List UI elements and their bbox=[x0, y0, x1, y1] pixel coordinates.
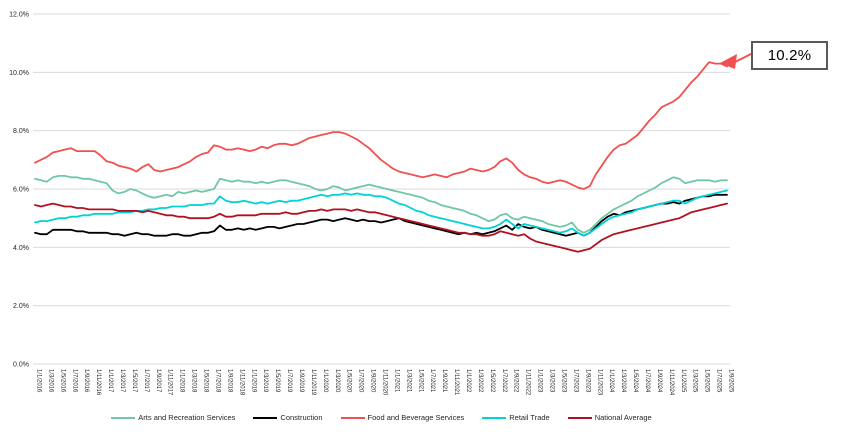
annotation-arrow-line bbox=[734, 52, 754, 63]
legend-label: Food and Beverage Services bbox=[367, 413, 465, 422]
x-axis-tick-label: 1/7/2017 bbox=[143, 369, 149, 393]
y-axis-tick-label: 2.0% bbox=[13, 303, 29, 310]
legend-item-national-average: National Average bbox=[567, 413, 652, 422]
x-axis-tick-label: 1/7/2019 bbox=[286, 369, 292, 393]
x-axis-tick-label: 1/11/2019 bbox=[310, 369, 316, 396]
x-axis-tick-label: 1/11/2017 bbox=[167, 369, 173, 396]
series-line-construction bbox=[34, 193, 728, 237]
y-axis-tick-label: 10.0% bbox=[9, 70, 29, 77]
x-axis-tick-label: 1/11/2024 bbox=[668, 369, 674, 396]
x-axis-tick-label: 1/9/2021 bbox=[441, 369, 447, 393]
legend-swatch-icon bbox=[567, 416, 592, 419]
x-axis-tick-label: 1/9/2020 bbox=[370, 369, 376, 393]
x-axis-tick-label: 1/7/2021 bbox=[429, 369, 435, 393]
chart-legend: Arts and Recreation Services Construction… bbox=[33, 413, 730, 422]
x-axis-tick-label: 1/5/2024 bbox=[632, 369, 638, 393]
x-axis-tick-label: 1/3/2022 bbox=[477, 369, 483, 393]
x-axis-tick-label: 1/5/2022 bbox=[489, 369, 495, 393]
legend-swatch-icon bbox=[253, 416, 278, 419]
x-axis-tick-label: 1/3/2017 bbox=[119, 369, 125, 393]
y-axis-tick-label: 6.0% bbox=[13, 187, 29, 194]
x-axis-tick-label: 1/3/2019 bbox=[262, 369, 268, 393]
legend-label: Arts and Recreation Services bbox=[138, 413, 236, 422]
x-axis-tick-label: 1/3/2021 bbox=[405, 369, 411, 393]
x-axis-tick-label: 1/3/2023 bbox=[549, 369, 555, 393]
x-axis-tick-label: 1/9/2016 bbox=[83, 369, 89, 393]
x-axis-tick-label: 1/5/2016 bbox=[59, 369, 65, 393]
x-axis-tick-label: 1/9/2017 bbox=[155, 369, 161, 393]
annotation-box: 10.2% bbox=[751, 41, 828, 70]
x-axis-tick-label: 1/7/2018 bbox=[214, 369, 220, 393]
x-axis-tick-label: 1/11/2016 bbox=[95, 369, 101, 396]
x-axis-tick-label: 1/5/2017 bbox=[131, 369, 137, 393]
x-axis-tick-label: 1/7/2025 bbox=[716, 369, 722, 393]
x-axis-tick-label: 1/9/2023 bbox=[584, 369, 590, 393]
x-axis-tick-label: 1/5/2019 bbox=[274, 369, 280, 393]
x-axis-tick-label: 1/5/2018 bbox=[203, 369, 209, 393]
y-axis-tick-label: 0.0% bbox=[13, 362, 29, 369]
x-axis-tick-label: 1/3/2020 bbox=[334, 369, 340, 393]
x-axis-tick-label: 1/9/2024 bbox=[656, 369, 662, 393]
x-axis-tick-label: 1/11/2023 bbox=[596, 369, 602, 396]
x-axis-tick-label: 1/3/2016 bbox=[47, 369, 53, 393]
x-axis-tick-label: 1/9/2019 bbox=[298, 369, 304, 393]
x-axis-tick-label: 1/5/2023 bbox=[560, 369, 566, 393]
x-axis-tick-label: 1/1/2024 bbox=[608, 369, 614, 393]
x-axis-tick-label: 1/1/2023 bbox=[537, 369, 543, 393]
series-line-food-and-beverage-services bbox=[34, 61, 728, 190]
x-axis-tick-label: 1/9/2018 bbox=[226, 369, 232, 393]
x-axis-tick-label: 1/1/2016 bbox=[36, 369, 42, 393]
x-axis-tick-label: 1/5/2021 bbox=[417, 369, 423, 393]
x-axis-tick-label: 1/5/2020 bbox=[346, 369, 352, 393]
y-axis-tick-label: 8.0% bbox=[13, 128, 29, 135]
x-axis-tick-label: 1/7/2022 bbox=[501, 369, 507, 393]
series-line-national-average bbox=[34, 202, 728, 253]
legend-swatch-icon bbox=[482, 416, 507, 419]
x-axis-tick-label: 1/11/2021 bbox=[453, 369, 459, 396]
x-axis-tick-label: 1/5/2025 bbox=[704, 369, 710, 393]
annotation-text: 10.2% bbox=[767, 47, 812, 64]
x-axis-tick-label: 1/11/2020 bbox=[382, 369, 388, 396]
line-chart-canvas: 0.0% 2.0% 4.0% 6.0% 8.0% 10.0% 12.0% 1/1/2016 1/… bbox=[9, 12, 754, 396]
x-axis-tick-label: 1/1/2020 bbox=[322, 369, 328, 393]
series-line-arts-and-recreation-services bbox=[34, 174, 728, 234]
x-axis-tick-label: 1/9/2025 bbox=[728, 369, 734, 393]
x-axis-tick-label: 1/3/2018 bbox=[191, 369, 197, 393]
legend-item-food-and-beverage-services: Food and Beverage Services bbox=[340, 413, 465, 422]
annotation-arrow-icon bbox=[720, 54, 737, 69]
x-axis-tick-label: 1/11/2018 bbox=[238, 369, 244, 396]
x-axis-tick-label: 1/9/2022 bbox=[513, 369, 519, 393]
legend-item-retail-trade: Retail Trade bbox=[482, 413, 550, 422]
x-axis-tick-label: 1/1/2018 bbox=[179, 369, 185, 393]
y-axis-tick-label: 12.0% bbox=[9, 12, 29, 19]
y-axis-tick-label: 4.0% bbox=[13, 245, 29, 252]
x-axis-tick-label: 1/1/2019 bbox=[250, 369, 256, 393]
x-axis-tick-label: 1/7/2020 bbox=[358, 369, 364, 393]
x-axis-tick-label: 1/7/2016 bbox=[71, 369, 77, 393]
x-axis-tick-label: 1/3/2025 bbox=[692, 369, 698, 393]
legend-label: National Average bbox=[594, 413, 652, 422]
x-axis-tick-label: 1/7/2024 bbox=[644, 369, 650, 393]
legend-label: Retail Trade bbox=[509, 413, 550, 422]
x-axis-tick-label: 1/1/2021 bbox=[393, 369, 399, 393]
x-axis-tick-label: 1/1/2025 bbox=[680, 369, 686, 393]
legend-label: Construction bbox=[280, 413, 323, 422]
x-axis-tick-label: 1/11/2022 bbox=[525, 369, 531, 396]
x-axis-tick-label: 1/1/2017 bbox=[107, 369, 113, 393]
x-axis-tick-label: 1/3/2024 bbox=[620, 369, 626, 393]
series-line-retail-trade bbox=[34, 189, 728, 237]
legend-item-arts-and-recreation-services: Arts and Recreation Services bbox=[111, 413, 235, 422]
legend-swatch-icon bbox=[111, 416, 136, 419]
legend-item-construction: Construction bbox=[253, 413, 323, 422]
x-axis-tick-label: 1/7/2023 bbox=[572, 369, 578, 393]
legend-swatch-icon bbox=[340, 416, 365, 419]
x-axis-tick-label: 1/1/2022 bbox=[465, 369, 471, 393]
